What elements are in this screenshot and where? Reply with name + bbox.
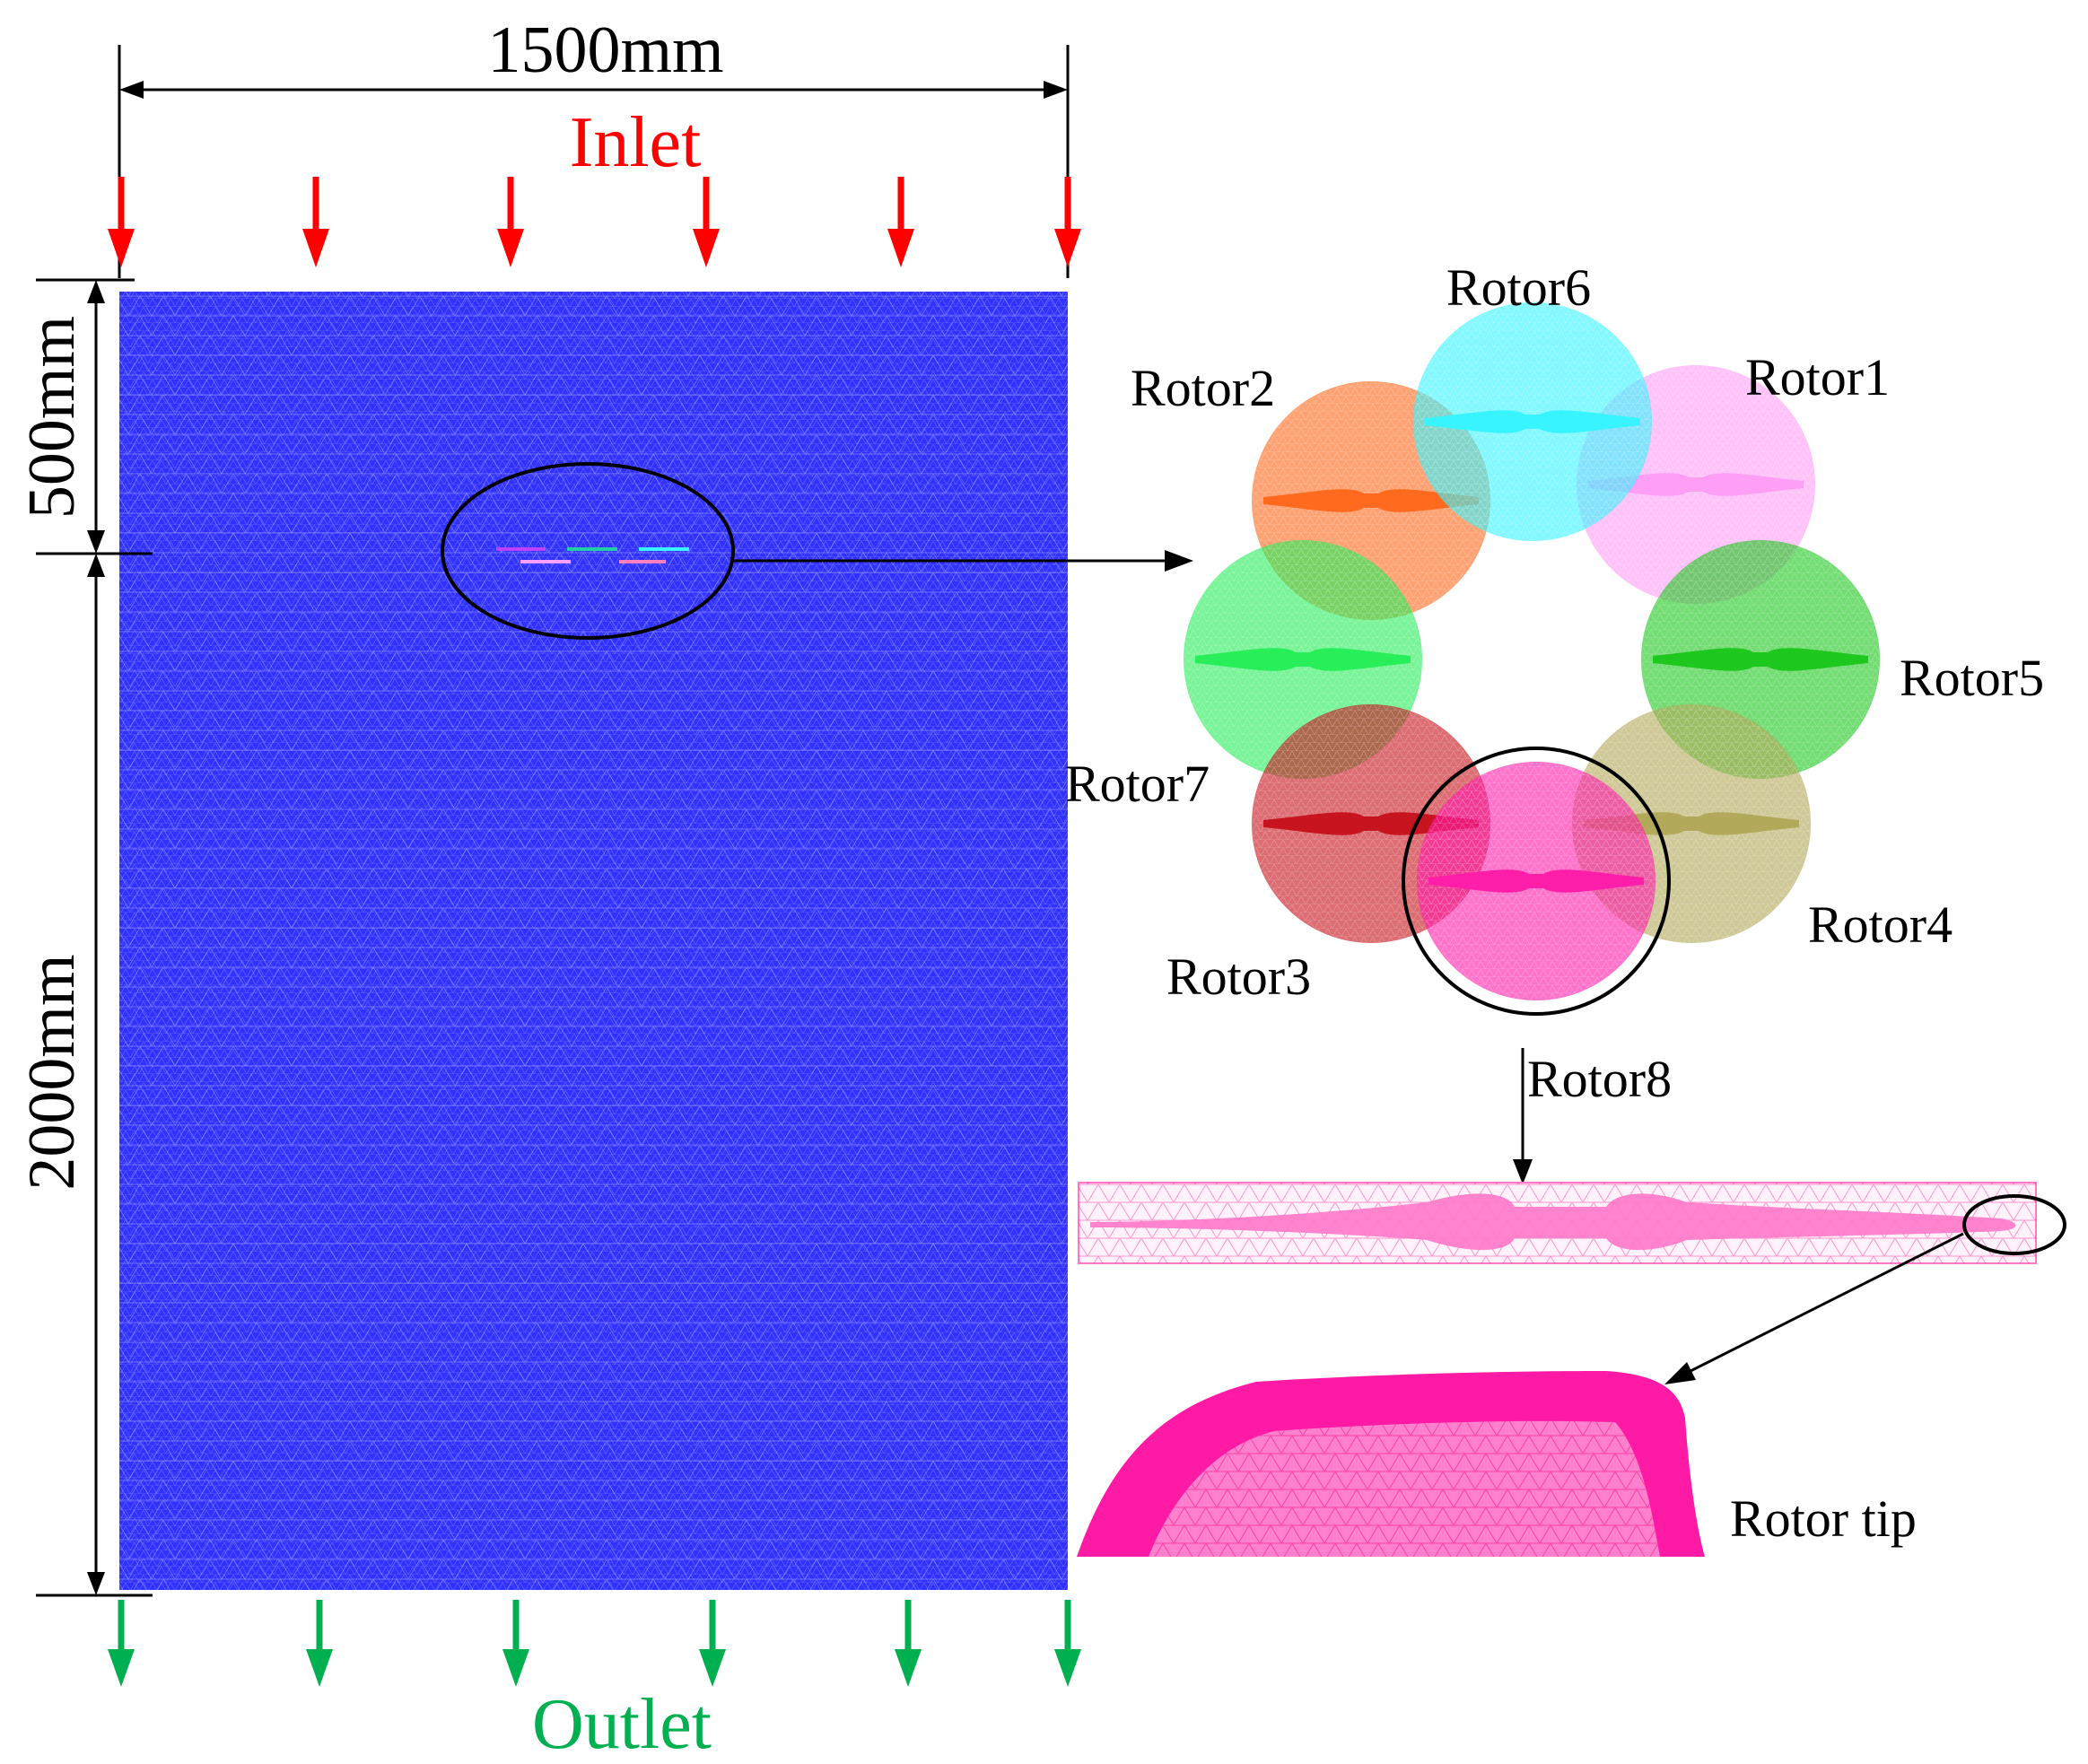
height-dimension: 500mm 2000mm	[15, 278, 153, 1597]
domain-mesh-fine	[119, 292, 1068, 1590]
rotor8-disk	[1417, 762, 1656, 1000]
rotor7-label: Rotor7	[1065, 755, 1210, 813]
upper-height-label: 500mm	[15, 316, 89, 519]
outlet-boundary: Outlet	[108, 1600, 1081, 1764]
rotor6-label: Rotor6	[1446, 258, 1591, 317]
inlet-label: Inlet	[570, 103, 702, 182]
outlet-label: Outlet	[532, 1685, 712, 1764]
inlet-arrows	[108, 177, 1081, 267]
rotor2-blade	[1263, 489, 1479, 512]
rotor5-label: Rotor5	[1900, 649, 2044, 707]
rotor6-disk	[1413, 302, 1652, 541]
rotor1-label: Rotor1	[1745, 348, 1890, 406]
width-label: 1500mm	[487, 13, 723, 87]
rotor-tip-label: Rotor tip	[1730, 1489, 1917, 1548]
computational-domain	[119, 292, 1068, 1590]
rotor-blade-shape	[1090, 1193, 2016, 1251]
blade-detail	[1078, 1182, 2066, 1384]
inlet-boundary: Inlet	[108, 103, 1081, 267]
rotor5-blade	[1653, 648, 1868, 671]
rotor7-blade	[1195, 648, 1411, 671]
rotor1-blade	[1588, 473, 1804, 496]
rotor8-highlight	[1402, 747, 1671, 1016]
rotor6-blade	[1425, 410, 1640, 433]
rotor-labels: Rotor1 Rotor2 Rotor3 Rotor4 Rotor5 Rotor…	[1065, 258, 2044, 1108]
rotor-tip-detail: Rotor tip	[1077, 1371, 1917, 1557]
domain-rotor-slices	[496, 547, 689, 563]
rotor4-label: Rotor4	[1808, 895, 1953, 954]
width-dimension: 1500mm	[118, 13, 1070, 278]
rotor-ring	[1184, 302, 1880, 1000]
zoom-arrow	[733, 550, 1193, 572]
outlet-arrows	[108, 1600, 1081, 1687]
rotor2-label: Rotor2	[1131, 359, 1275, 417]
rotor8-label: Rotor8	[1527, 1050, 1672, 1108]
rotor3-blade	[1263, 812, 1479, 835]
lower-height-label: 2000mm	[15, 954, 89, 1190]
blade-arrow	[1513, 1048, 1533, 1184]
rotor3-label: Rotor3	[1166, 947, 1311, 1006]
rotor8-blade	[1428, 869, 1644, 893]
focus-ellipse	[441, 462, 735, 640]
tip-focus-ellipse	[1962, 1194, 2066, 1255]
